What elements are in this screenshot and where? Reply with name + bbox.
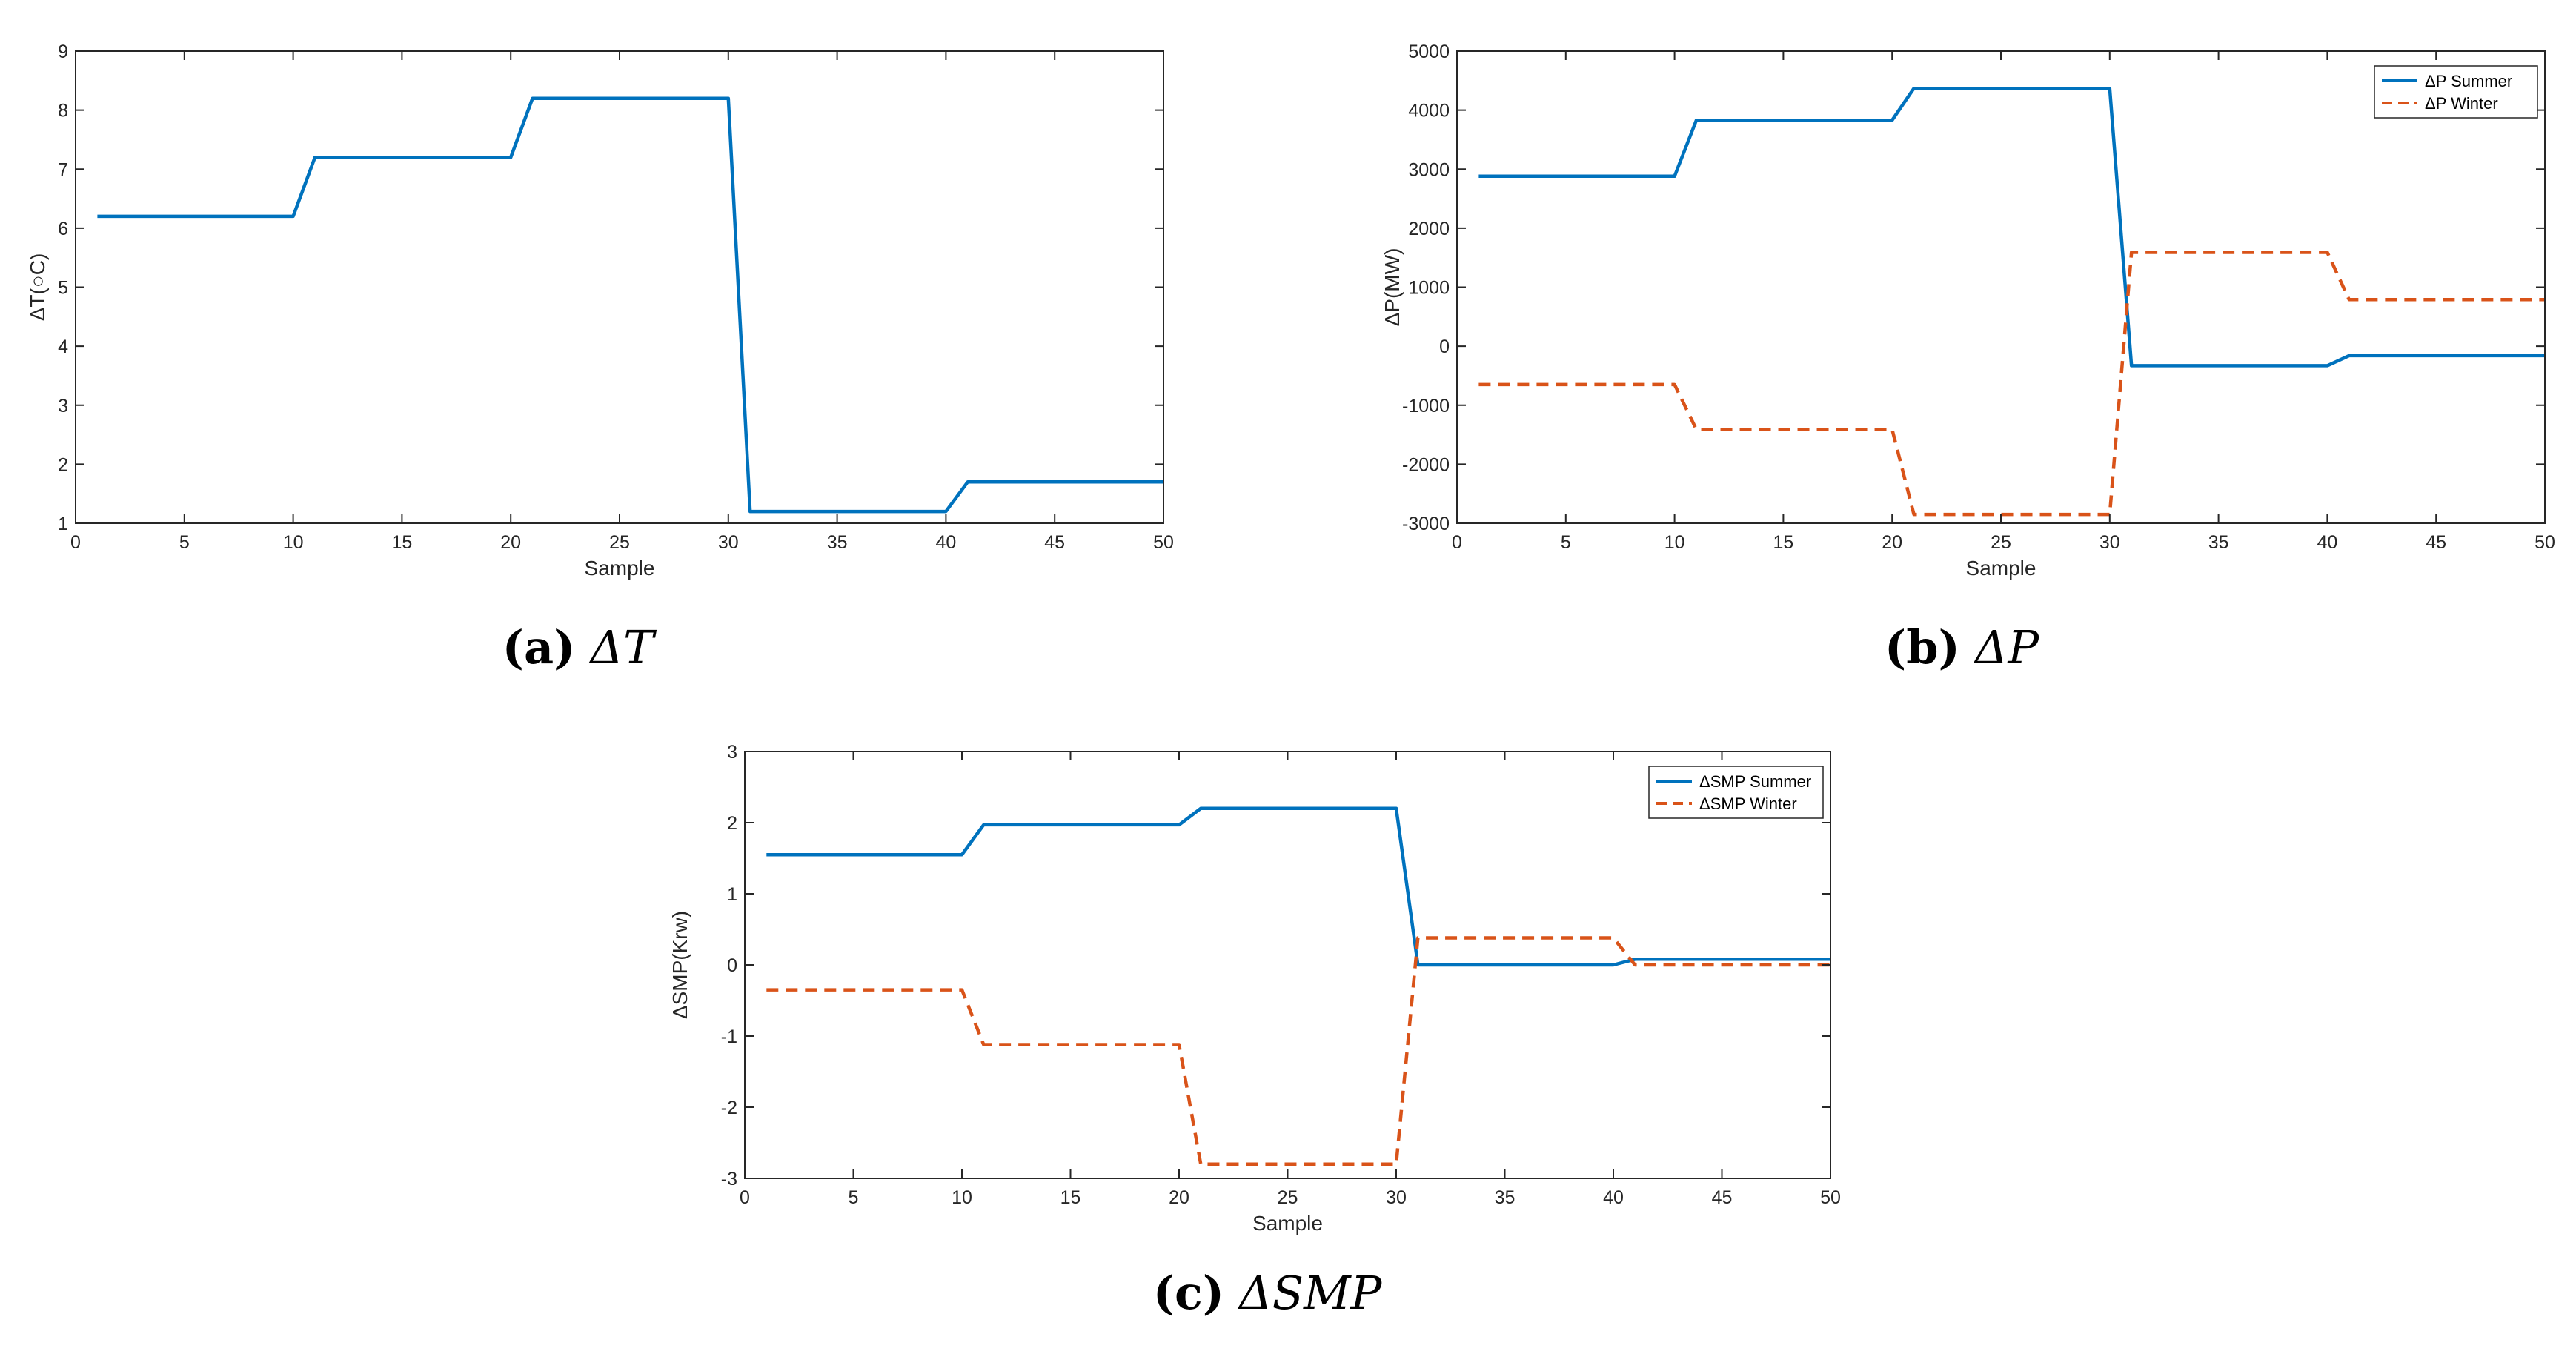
y-tick-label: 0 <box>727 955 737 976</box>
x-tick-label: 10 <box>1664 532 1685 553</box>
caption-symbol: ΔT <box>576 620 657 674</box>
x-tick-label: 5 <box>179 532 190 553</box>
legend: ΔP Summer ΔP Winter <box>2374 65 2538 119</box>
caption: (c) ΔSMP <box>1153 1266 1383 1320</box>
x-tick-label: 50 <box>1820 1187 1841 1208</box>
legend: ΔSMP Summer ΔSMP Winter <box>1648 766 1824 819</box>
plot-area <box>76 51 1163 523</box>
y-tick-label: 1 <box>727 884 737 905</box>
x-tick-label: 5 <box>849 1187 859 1208</box>
x-tick-label: 45 <box>2426 532 2446 553</box>
x-tick-label: 10 <box>283 532 304 553</box>
legend-label: ΔSMP Summer <box>1699 772 1811 791</box>
series-line-primary <box>1478 86 2545 368</box>
y-tick-label: -1000 <box>1402 396 1450 417</box>
caption-symbol: ΔSMP <box>1224 1266 1382 1320</box>
y-tick-label: 4 <box>58 336 68 357</box>
y-tick-label: -3000 <box>1402 514 1450 534</box>
x-axis-label: Sample <box>1252 1212 1323 1235</box>
y-tick-label: 1 <box>58 514 68 534</box>
x-tick-label: 0 <box>1452 532 1462 553</box>
x-tick-label: 15 <box>1773 532 1793 553</box>
y-tick-label: 7 <box>58 159 68 180</box>
x-tick-label: 45 <box>1044 532 1065 553</box>
y-tick-label: 0 <box>1439 336 1450 357</box>
y-tick-label: 9 <box>58 42 68 62</box>
y-axis-label: ΔP(MW) <box>1381 248 1404 327</box>
y-tick-label: 5000 <box>1408 42 1450 62</box>
x-tick-label: 35 <box>2208 532 2229 553</box>
x-tick-label: 0 <box>740 1187 750 1208</box>
y-tick-label: 4000 <box>1408 101 1450 122</box>
y-tick-label: 1000 <box>1408 278 1450 299</box>
legend-label: ΔSMP Winter <box>1699 794 1797 813</box>
x-tick-label: 30 <box>2099 532 2120 553</box>
y-tick-label: 3 <box>58 396 68 417</box>
y-tick-label: 6 <box>58 219 68 239</box>
x-tick-label: 50 <box>2534 532 2555 553</box>
legend-label: ΔP Summer <box>2425 72 2512 90</box>
x-tick-label: 25 <box>1278 1187 1298 1208</box>
caption-label: (a) <box>502 620 576 674</box>
x-tick-label: 15 <box>1060 1187 1081 1208</box>
chart-a: 0 5 10 15 20 25 30 35 40 45 50123456789SampleΔT(○C… <box>26 42 1174 674</box>
y-tick-label: -3 <box>721 1169 737 1190</box>
legend-box <box>1648 766 1824 819</box>
series-line-primary <box>97 96 1163 514</box>
x-tick-label: 10 <box>952 1187 972 1208</box>
legend-label: ΔP Winter <box>2425 94 2498 113</box>
x-tick-label: 40 <box>2317 532 2337 553</box>
y-axis-label: ΔT(○C) <box>26 253 49 322</box>
y-tick-label: 3000 <box>1408 159 1450 180</box>
x-axis-label: Sample <box>585 557 655 580</box>
chart-c: 0 5 10 15 20 25 30 35 40 45 50 -3 -2 -1 0 1 2 3 Sample ΔSMP… <box>668 742 1841 1320</box>
series-line-primary <box>766 806 1830 967</box>
x-tick-label: 50 <box>1153 532 1174 553</box>
plot-area <box>1457 51 2545 523</box>
x-tick-label: 45 <box>1712 1187 1733 1208</box>
caption: (b) ΔP <box>1885 620 2040 674</box>
y-tick-label: 5 <box>58 278 68 299</box>
x-tick-label: 15 <box>391 532 412 553</box>
x-tick-label: 30 <box>718 532 739 553</box>
y-tick-label: 2 <box>58 454 68 475</box>
x-tick-label: 0 <box>70 532 81 553</box>
x-tick-label: 35 <box>1495 1187 1516 1208</box>
caption: (a) ΔT <box>502 620 657 674</box>
x-tick-label: 40 <box>1603 1187 1624 1208</box>
caption-label: (c) <box>1153 1266 1224 1320</box>
y-tick-label: -1 <box>721 1026 737 1047</box>
y-tick-label: -2000 <box>1402 454 1450 475</box>
x-tick-label: 20 <box>500 532 521 553</box>
y-tick-label: 8 <box>58 101 68 122</box>
chart-b: 0 5 10 15 20 25 30 35 40 45 50 -3000 -2000 -1000 0 1000… <box>1381 42 2555 674</box>
x-tick-label: 30 <box>1386 1187 1407 1208</box>
y-axis-label: ΔSMP(Krw) <box>668 911 691 1019</box>
x-tick-label: 20 <box>1882 532 1902 553</box>
series-line-secondary <box>1478 251 2545 517</box>
x-tick-label: 40 <box>935 532 956 553</box>
x-tick-label: 20 <box>1169 1187 1189 1208</box>
x-tick-label: 35 <box>827 532 848 553</box>
legend-box <box>2374 65 2538 119</box>
caption-symbol: ΔP <box>1960 620 2039 674</box>
y-tick-label: -2 <box>721 1098 737 1118</box>
x-tick-label: 25 <box>1991 532 2011 553</box>
caption-label: (b) <box>1885 620 1960 674</box>
x-tick-label: 25 <box>609 532 630 553</box>
y-tick-label: 2000 <box>1408 219 1450 239</box>
y-tick-label: 2 <box>727 813 737 834</box>
x-tick-label: 5 <box>1561 532 1571 553</box>
x-axis-label: Sample <box>1966 557 2036 580</box>
y-tick-label: 3 <box>727 742 737 763</box>
